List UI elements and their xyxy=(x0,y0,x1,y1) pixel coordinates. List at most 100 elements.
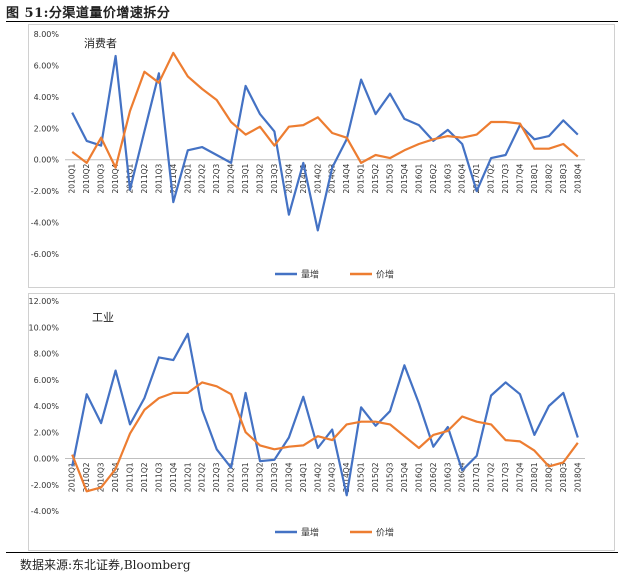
x-tick-label: 2017Q4 xyxy=(516,163,525,193)
x-tick-label: 2010Q2 xyxy=(82,462,91,492)
series-line-price xyxy=(71,51,579,169)
x-tick-label: 2015Q3 xyxy=(386,462,395,492)
y-tick-label: 8.00% xyxy=(34,350,60,359)
x-tick-label: 2018Q4 xyxy=(573,462,582,492)
y-tick-label: 6.00% xyxy=(34,376,60,385)
x-tick-label: 2016Q2 xyxy=(429,462,438,492)
x-tick-label: 2011Q2 xyxy=(140,163,149,193)
x-tick-label: 2012Q4 xyxy=(227,163,236,193)
x-tick-label: 2016Q3 xyxy=(443,462,452,492)
legend-label-price: 价增 xyxy=(376,527,394,539)
x-tick-label: 2012Q2 xyxy=(198,462,207,492)
industrial-chart-svg: 12.00% 10.00% 8.00% 6.00% 4.00% 2.00% 0.00% -2.… xyxy=(29,297,585,539)
x-tick-label: 2014Q1 xyxy=(299,163,308,193)
x-tick-label: 2017Q4 xyxy=(516,462,525,492)
x-tick-label: 2010Q3 xyxy=(97,163,106,193)
x-tick-label: 2013Q4 xyxy=(284,462,293,492)
x-tick-label: 2015Q2 xyxy=(371,462,380,492)
x-tick-label: 2013Q2 xyxy=(256,163,265,193)
x-tick-label: 2016Q4 xyxy=(458,462,467,492)
figure-title: 图 51:分渠道量价增速拆分 xyxy=(6,6,171,21)
x-tick-label: 2017Q1 xyxy=(472,462,481,492)
x-tick-label: 2010Q1 xyxy=(68,462,77,492)
x-tick-label: 2018Q3 xyxy=(559,462,568,492)
consumer-chart-panel: 8.00% 6.00% 4.00% 2.00% 0.00% -2.00% -4.00% -6.… xyxy=(28,24,615,288)
x-tick-label: 2011Q1 xyxy=(126,462,135,492)
x-tick-label: 2018Q2 xyxy=(544,462,553,492)
x-tick-label: 2014Q4 xyxy=(342,462,351,492)
y-tick-label: 2.00% xyxy=(34,124,60,133)
x-tick-label: 2011Q2 xyxy=(140,462,149,492)
x-tick-label: 2012Q3 xyxy=(212,163,221,193)
x-tick-label: 2015Q1 xyxy=(357,163,366,193)
legend-label-volume: 量增 xyxy=(301,269,319,281)
x-tick-label: 2010Q4 xyxy=(111,462,120,492)
x-tick-label: 2013Q2 xyxy=(256,462,265,492)
x-tick-label: 2014Q1 xyxy=(299,462,308,492)
series-line-volume xyxy=(71,54,579,232)
x-tick-label: 2013Q1 xyxy=(241,163,250,193)
x-tick-label: 2013Q4 xyxy=(284,163,293,193)
x-tick-label: 2011Q1 xyxy=(126,163,135,193)
y-tick-label: -2.00% xyxy=(31,187,60,196)
x-tick-label: 2011Q3 xyxy=(154,462,163,492)
y-tick-label: 12.00% xyxy=(29,297,59,306)
x-tick-label: 2010Q2 xyxy=(82,163,91,193)
x-tick-label: 2018Q3 xyxy=(559,163,568,193)
industrial-chart-panel: 12.00% 10.00% 8.00% 6.00% 4.00% 2.00% 0.00% -2.… xyxy=(28,293,615,551)
x-tick-label: 2016Q1 xyxy=(414,163,423,193)
x-tick-label: 2012Q1 xyxy=(183,163,192,193)
y-tick-label: 0.00% xyxy=(34,455,60,464)
x-tick-label: 2016Q1 xyxy=(414,462,423,492)
y-tick-label: 10.00% xyxy=(29,323,59,332)
y-tick-label: 0.00% xyxy=(34,156,60,165)
y-tick-label: 4.00% xyxy=(34,402,60,411)
x-tick-label: 2017Q3 xyxy=(501,462,510,492)
y-tick-label: -4.00% xyxy=(31,219,60,228)
x-tick-label: 2015Q4 xyxy=(400,462,409,492)
x-tick-label: 2013Q3 xyxy=(270,163,279,193)
x-tick-label: 2017Q3 xyxy=(501,163,510,193)
x-tick-label: 2013Q1 xyxy=(241,462,250,492)
x-tick-label: 2018Q2 xyxy=(544,163,553,193)
x-tick-label: 2015Q3 xyxy=(386,163,395,193)
x-tick-label: 2018Q1 xyxy=(530,462,539,492)
x-tick-label: 2018Q1 xyxy=(530,163,539,193)
source-note: 数据来源:东北证券,Bloomberg xyxy=(20,558,191,572)
x-tick-label: 2012Q1 xyxy=(183,462,192,492)
x-tick-label: 2012Q3 xyxy=(212,462,221,492)
x-tick-label: 2010Q3 xyxy=(97,462,106,492)
title-rule xyxy=(6,21,618,22)
x-tick-label: 2015Q2 xyxy=(371,163,380,193)
x-tick-label: 2017Q2 xyxy=(487,163,496,193)
x-tick-label: 2010Q4 xyxy=(111,163,120,193)
x-tick-label: 2014Q3 xyxy=(328,462,337,492)
x-tick-label: 2011Q3 xyxy=(154,163,163,193)
x-tick-label: 2016Q3 xyxy=(443,163,452,193)
y-tick-label: -4.00% xyxy=(31,507,60,516)
y-tick-label: -2.00% xyxy=(31,481,60,490)
x-tick-label: 2015Q1 xyxy=(357,462,366,492)
x-tick-label: 2014Q3 xyxy=(328,163,337,193)
x-tick-label: 2012Q4 xyxy=(227,462,236,492)
x-tick-label: 2013Q3 xyxy=(270,462,279,492)
y-tick-label: 4.00% xyxy=(34,93,60,102)
x-tick-label: 2014Q4 xyxy=(342,163,351,193)
x-tick-label: 2015Q4 xyxy=(400,163,409,193)
y-tick-label: 8.00% xyxy=(34,30,60,39)
x-tick-label: 2014Q2 xyxy=(313,462,322,492)
legend-label-volume: 量增 xyxy=(301,527,319,539)
x-tick-label: 2014Q2 xyxy=(313,163,322,193)
x-tick-label: 2011Q4 xyxy=(169,163,178,193)
x-tick-label: 2012Q2 xyxy=(198,163,207,193)
y-tick-label: 2.00% xyxy=(34,428,60,437)
y-tick-label: 6.00% xyxy=(34,61,60,70)
x-tick-label: 2011Q4 xyxy=(169,462,178,492)
x-tick-label: 2017Q2 xyxy=(487,462,496,492)
y-tick-label: -6.00% xyxy=(31,250,60,259)
consumer-chart-svg: 8.00% 6.00% 4.00% 2.00% 0.00% -2.00% -4.00% -6.… xyxy=(31,30,585,281)
x-tick-label: 2016Q4 xyxy=(458,163,467,193)
chart-title: 工业 xyxy=(92,311,114,324)
source-rule xyxy=(6,552,618,553)
series-line-price xyxy=(71,381,579,493)
